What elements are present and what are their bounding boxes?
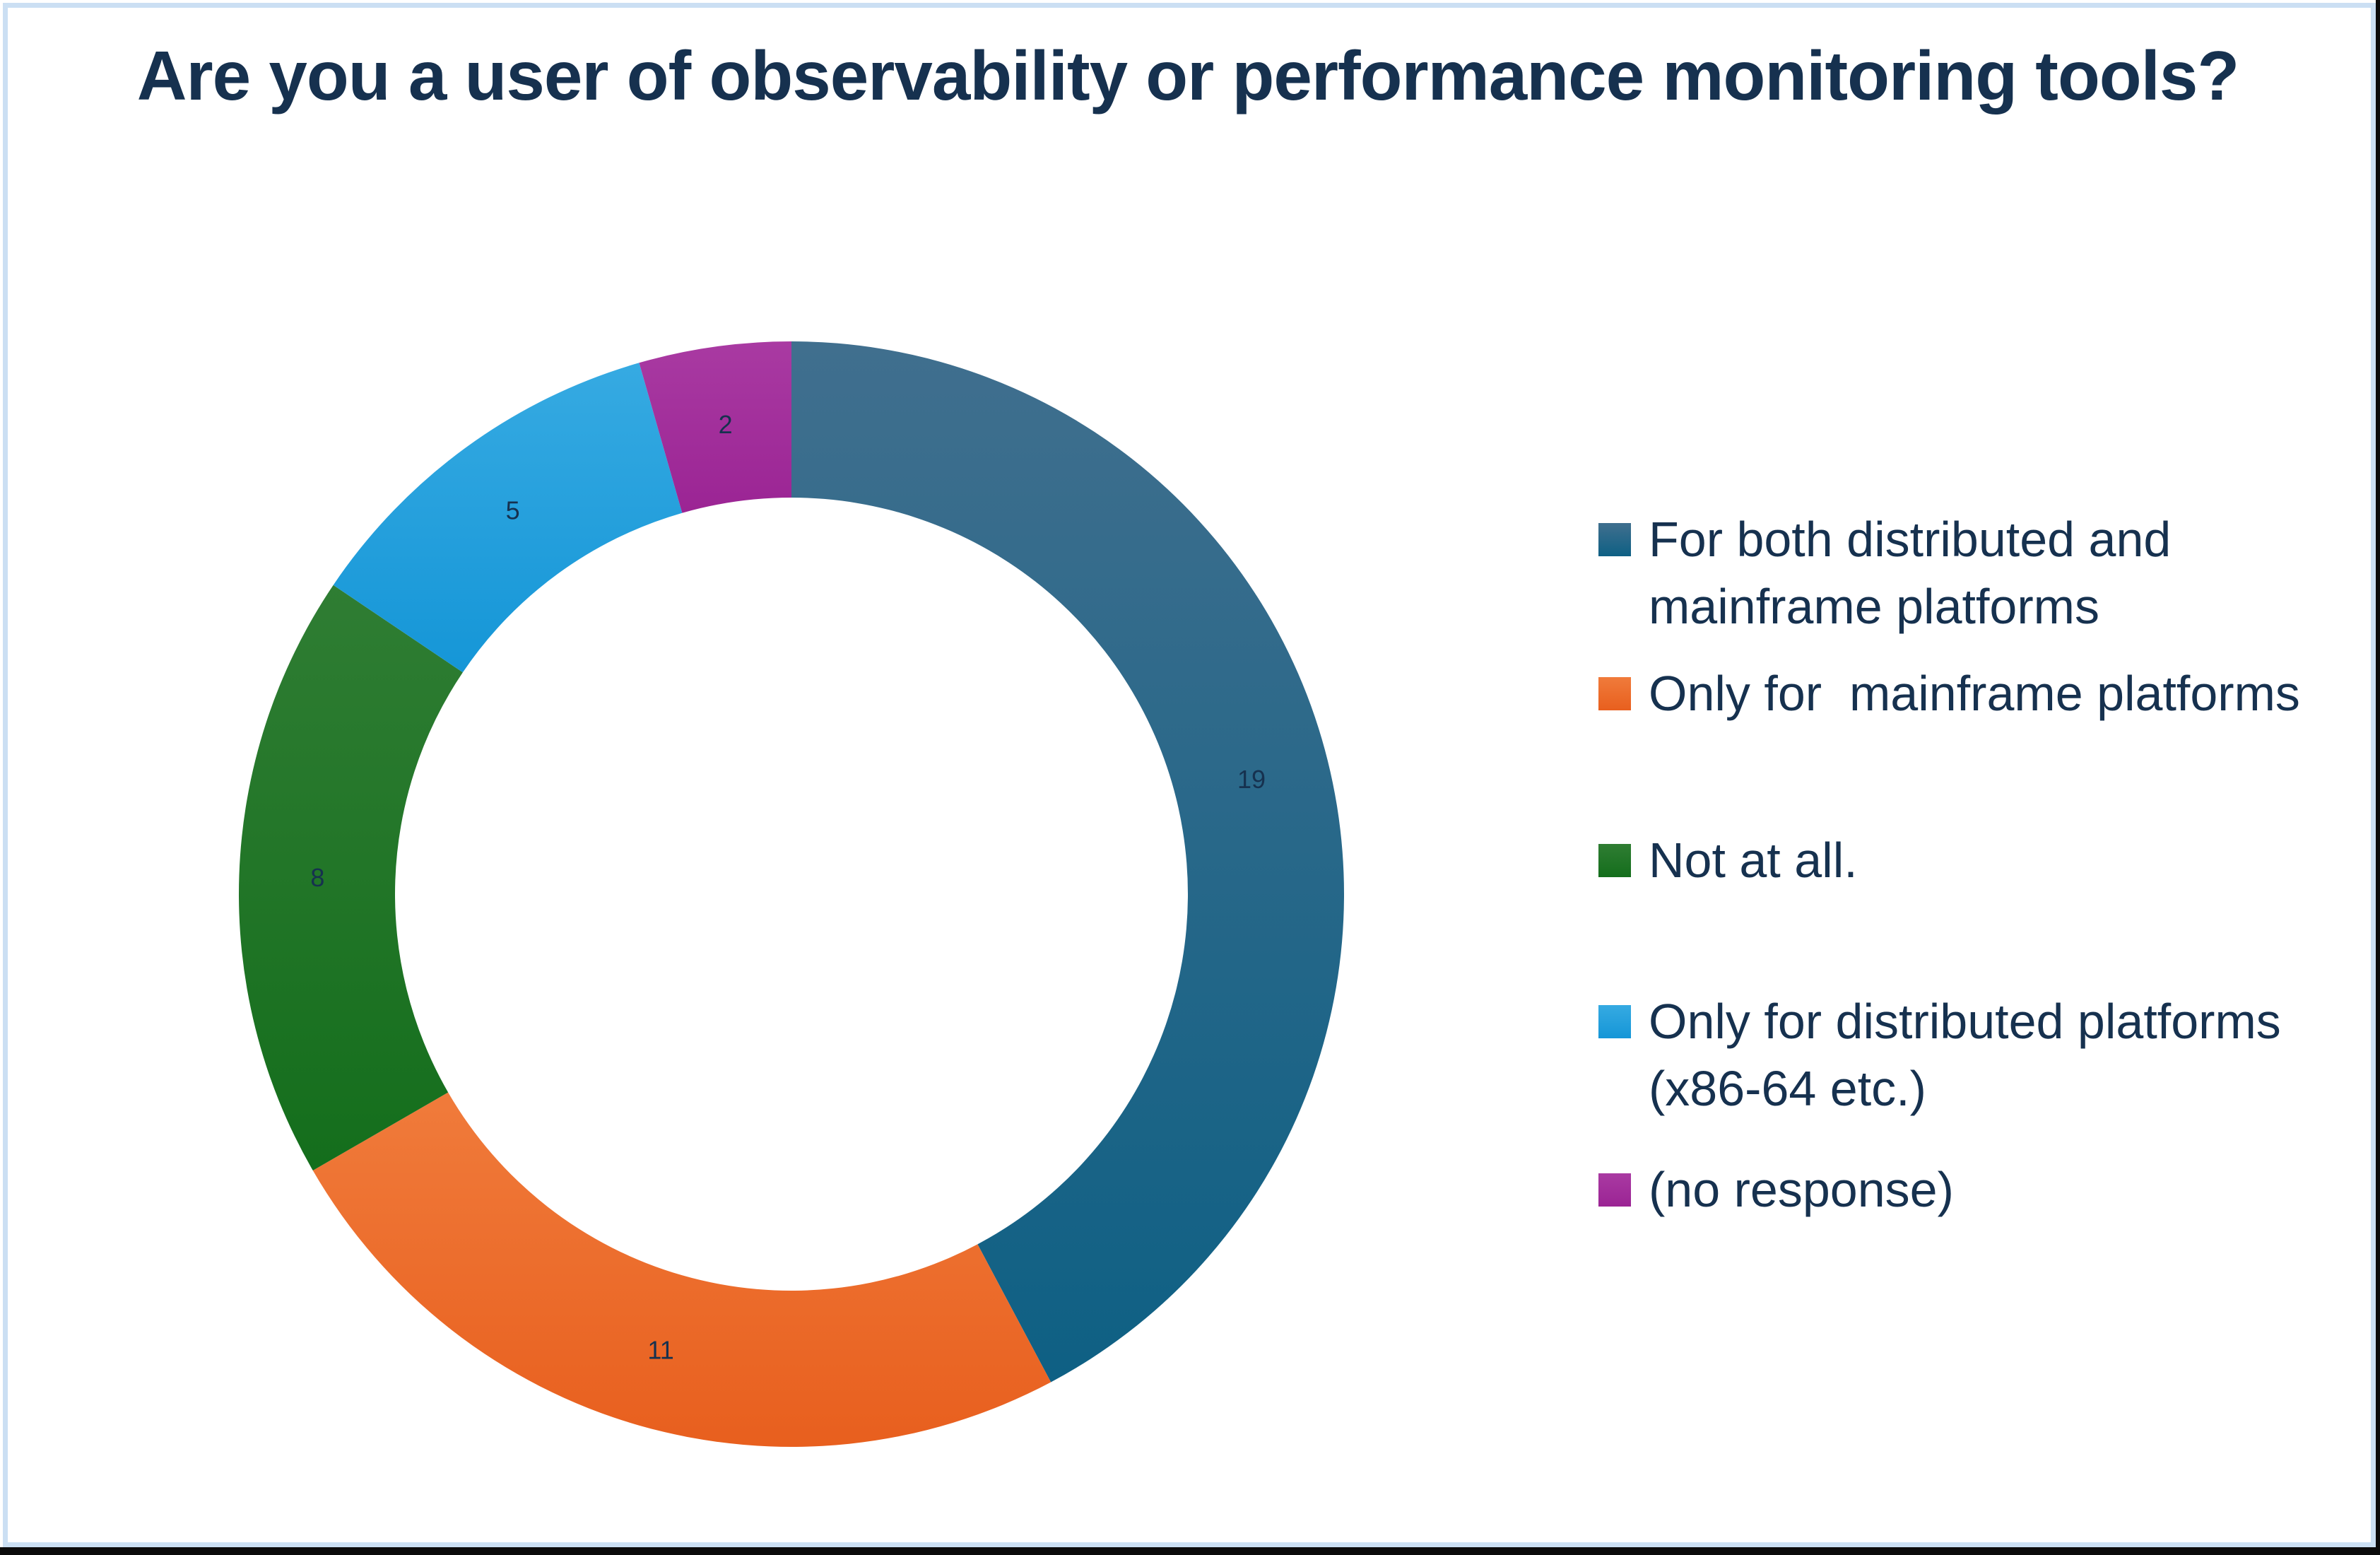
legend-swatch-only-mainframe [1598, 677, 1631, 710]
legend-swatch-no-response [1598, 1173, 1631, 1207]
donut-slice-0 [791, 341, 1344, 1383]
legend-item-no-response: (no response) [1598, 1156, 2380, 1224]
legend-swatch-not-at-all [1598, 844, 1631, 877]
legend-swatch-only-distributed [1598, 1005, 1631, 1038]
chart-title: Are you a user of observability or perfo… [0, 30, 2376, 122]
legend-label-only-distributed: Only for distributed platforms (x86-64 e… [1649, 994, 2295, 1116]
slice-value-label-1: 11 [647, 1336, 673, 1365]
legend-label-both-platforms: For both distributed and mainframe platf… [1649, 512, 2185, 634]
donut-slice-3 [333, 363, 683, 673]
slice-value-label-3: 5 [506, 496, 520, 525]
legend-label-only-mainframe: Only for mainframe platforms [1649, 666, 2300, 721]
slice-value-label-2: 8 [310, 863, 324, 892]
legend-item-only-distributed: Only for distributed platforms (x86-64 e… [1598, 988, 2380, 1122]
legend-item-not-at-all: Not at all. [1598, 827, 2380, 894]
legend-item-only-mainframe: Only for mainframe platforms [1598, 660, 2380, 727]
legend-label-no-response: (no response) [1649, 1162, 1954, 1217]
donut-slice-4 [639, 341, 791, 513]
slice-value-label-0: 19 [1237, 765, 1266, 794]
legend: For both distributed and mainframe platf… [1598, 0, 2380, 1555]
slice-value-label-4: 2 [719, 410, 733, 439]
chart-title-text: Are you a user of observability or perfo… [136, 37, 2240, 115]
legend-item-both-platforms: For both distributed and mainframe platf… [1598, 506, 2380, 640]
edge-shadow-bottom [0, 1547, 2380, 1555]
edge-shadow-right [2376, 0, 2380, 1555]
legend-label-not-at-all: Not at all. [1649, 833, 1858, 888]
donut-slice-1 [312, 1092, 1051, 1447]
donut-slice-2 [239, 585, 463, 1170]
legend-swatch-both-platforms [1598, 523, 1631, 556]
